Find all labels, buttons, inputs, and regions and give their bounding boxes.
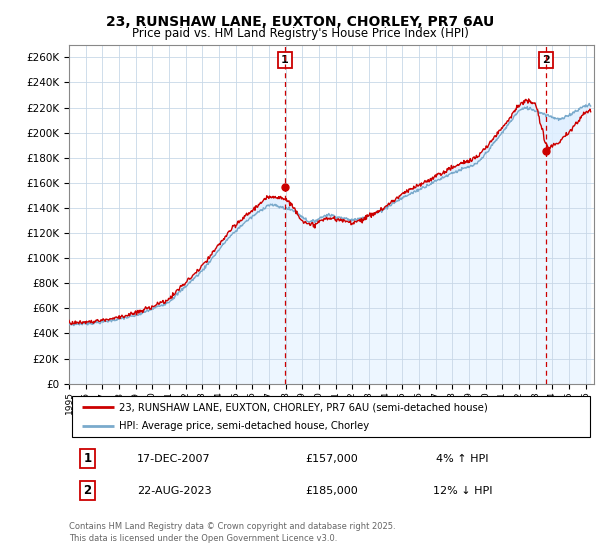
Text: 1: 1	[281, 55, 289, 65]
Text: 23, RUNSHAW LANE, EUXTON, CHORLEY, PR7 6AU: 23, RUNSHAW LANE, EUXTON, CHORLEY, PR7 6…	[106, 15, 494, 29]
Text: 2: 2	[542, 55, 550, 65]
Text: 4% ↑ HPI: 4% ↑ HPI	[437, 454, 489, 464]
Text: 23, RUNSHAW LANE, EUXTON, CHORLEY, PR7 6AU (semi-detached house): 23, RUNSHAW LANE, EUXTON, CHORLEY, PR7 6…	[119, 403, 488, 413]
Text: 12% ↓ HPI: 12% ↓ HPI	[433, 486, 493, 496]
Text: 1: 1	[83, 452, 91, 465]
Text: 17-DEC-2007: 17-DEC-2007	[137, 454, 211, 464]
Text: HPI: Average price, semi-detached house, Chorley: HPI: Average price, semi-detached house,…	[119, 421, 369, 431]
FancyBboxPatch shape	[71, 396, 590, 437]
Text: Contains HM Land Registry data © Crown copyright and database right 2025.
This d: Contains HM Land Registry data © Crown c…	[69, 522, 395, 543]
Text: Price paid vs. HM Land Registry's House Price Index (HPI): Price paid vs. HM Land Registry's House …	[131, 27, 469, 40]
Text: 22-AUG-2023: 22-AUG-2023	[137, 486, 211, 496]
Text: 2: 2	[83, 484, 91, 497]
Text: £185,000: £185,000	[305, 486, 358, 496]
Text: £157,000: £157,000	[305, 454, 358, 464]
